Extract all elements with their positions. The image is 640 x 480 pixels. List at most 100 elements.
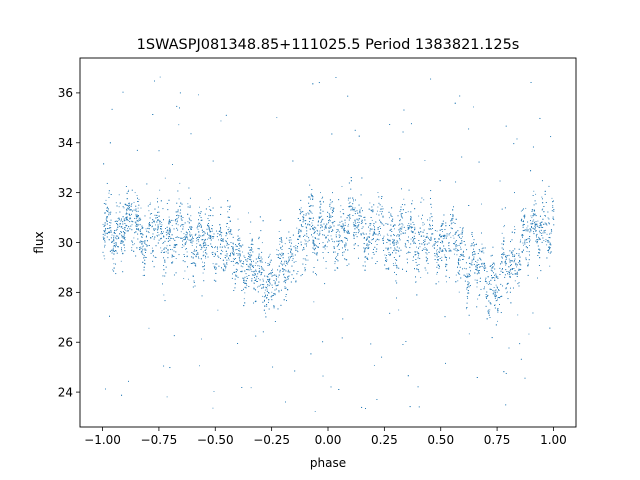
data-point <box>527 264 529 266</box>
data-point <box>296 273 298 275</box>
data-point <box>272 274 274 276</box>
data-point <box>118 219 120 221</box>
data-point <box>129 218 131 220</box>
data-point <box>398 309 400 311</box>
data-point <box>441 242 443 244</box>
data-point <box>214 268 216 270</box>
data-point <box>461 230 463 232</box>
data-point <box>118 194 120 196</box>
data-point <box>337 224 339 226</box>
data-point <box>247 265 249 267</box>
data-point <box>526 227 528 229</box>
data-point <box>275 274 277 276</box>
data-point <box>163 257 165 259</box>
data-point <box>202 251 204 253</box>
data-point <box>230 253 231 255</box>
data-point <box>364 247 366 249</box>
data-point <box>260 266 262 268</box>
data-point <box>185 248 187 249</box>
data-point <box>517 262 519 264</box>
data-point <box>158 150 160 152</box>
data-point <box>399 219 401 221</box>
data-point <box>497 298 498 300</box>
data-point <box>129 217 131 219</box>
data-point <box>279 240 281 242</box>
data-point <box>354 225 355 226</box>
data-point <box>538 225 540 227</box>
data-point <box>184 236 185 238</box>
data-point <box>429 219 431 221</box>
data-point <box>203 241 205 243</box>
data-point <box>357 226 359 228</box>
data-point <box>398 237 400 239</box>
data-point <box>145 249 147 251</box>
data-point <box>429 217 431 219</box>
data-point <box>451 227 453 229</box>
data-point <box>103 238 104 240</box>
data-point <box>269 253 271 255</box>
data-point <box>487 284 489 285</box>
data-point <box>107 211 109 212</box>
data-point <box>506 257 507 259</box>
data-point <box>253 270 255 272</box>
data-point <box>347 225 349 227</box>
data-point <box>193 282 195 283</box>
data-point <box>321 197 323 199</box>
data-point <box>177 214 179 216</box>
data-point <box>169 235 171 237</box>
data-point <box>443 248 445 249</box>
data-point <box>443 234 445 236</box>
data-point <box>120 220 122 222</box>
data-point <box>348 263 350 265</box>
data-point <box>473 259 475 261</box>
data-point <box>307 241 309 243</box>
data-point <box>436 273 438 275</box>
data-point <box>541 196 543 198</box>
data-point <box>371 239 373 241</box>
data-point <box>238 250 240 252</box>
data-point <box>511 272 512 274</box>
data-point <box>291 274 293 276</box>
data-point <box>148 210 150 212</box>
data-point <box>291 260 293 261</box>
data-point <box>364 249 365 251</box>
data-point <box>288 256 289 258</box>
data-point <box>508 266 510 268</box>
data-point <box>161 231 163 233</box>
data-point <box>306 255 308 257</box>
data-point <box>344 258 346 260</box>
data-point <box>134 232 136 234</box>
data-point <box>410 230 412 232</box>
data-point <box>121 247 122 249</box>
data-point <box>459 266 461 268</box>
data-point <box>151 247 153 249</box>
data-point <box>212 263 214 265</box>
data-point <box>408 223 410 224</box>
data-point <box>290 257 292 259</box>
data-point <box>263 284 265 286</box>
data-point <box>467 285 469 287</box>
data-point <box>418 271 420 273</box>
data-point <box>541 233 543 234</box>
data-point <box>411 231 413 233</box>
data-point <box>439 238 440 240</box>
data-point <box>214 266 215 268</box>
data-point <box>180 231 182 233</box>
data-point <box>519 269 521 271</box>
data-point <box>139 241 141 243</box>
data-point <box>334 251 336 253</box>
data-point <box>371 219 373 221</box>
data-point <box>463 267 465 269</box>
data-point <box>488 309 489 311</box>
data-point <box>255 270 257 272</box>
data-point <box>230 252 231 254</box>
data-point <box>157 231 159 233</box>
data-point <box>419 246 421 248</box>
data-point <box>528 333 530 335</box>
data-point <box>522 237 523 238</box>
data-point <box>364 216 366 218</box>
data-point <box>204 247 206 248</box>
data-point <box>322 246 324 248</box>
data-point <box>534 223 536 225</box>
